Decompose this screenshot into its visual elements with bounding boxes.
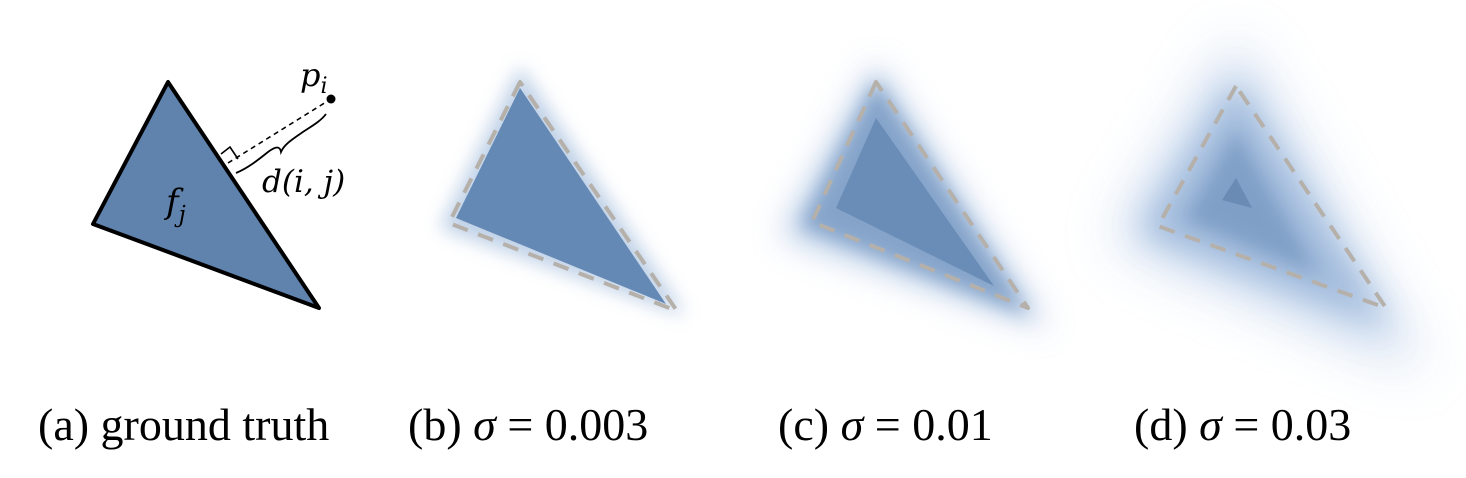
point-label-sub: i — [320, 74, 327, 99]
caption-c-prefix: (c) — [778, 399, 841, 450]
caption-a: (a) ground truth — [38, 399, 329, 450]
distance-line — [227, 98, 332, 164]
right-angle-marker — [220, 145, 239, 160]
panel-ground-truth: pi d(i, j) fj — [91, 56, 345, 310]
caption-c-value: = 0.01 — [863, 399, 992, 450]
caption-b-symbol: σ — [473, 399, 498, 450]
soft-triangle-c — [836, 118, 994, 286]
caption-b-value: = 0.003 — [496, 399, 648, 450]
caption-c-symbol: σ — [841, 399, 866, 450]
caption-b: (b) σ = 0.003 — [408, 399, 648, 450]
distance-brace — [235, 113, 327, 174]
panel-sigma-003 — [1114, 40, 1426, 372]
dashed-outline-b — [447, 80, 679, 313]
point-dot — [326, 94, 336, 104]
caption-b-prefix: (b) — [408, 399, 473, 450]
point-label: pi — [300, 56, 328, 99]
panel-sigma-001 — [780, 62, 1050, 330]
dashed-outline-d — [1156, 84, 1388, 310]
soft-core-d — [1222, 178, 1252, 208]
caption-d: (d) σ = 0.03 — [1134, 399, 1351, 450]
soft-triangle-b — [456, 88, 666, 304]
caption-c: (c) σ = 0.01 — [778, 399, 993, 450]
distance-label: d(i, j) — [262, 164, 345, 200]
caption-d-value: = 0.03 — [1222, 399, 1351, 450]
panel-sigma-0003 — [440, 66, 686, 316]
point-label-main: p — [300, 56, 320, 94]
ground-truth-triangle — [91, 80, 321, 310]
blur-inner-d — [1184, 130, 1320, 276]
caption-d-prefix: (d) — [1134, 399, 1199, 450]
caption-d-symbol: σ — [1199, 399, 1224, 450]
dashed-outline-c — [810, 80, 1030, 310]
